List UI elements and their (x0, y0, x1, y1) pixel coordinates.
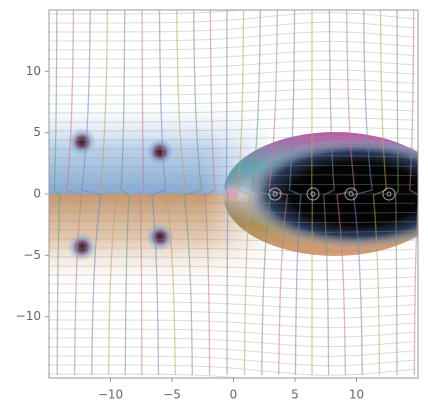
x-tick-label: −5 (163, 388, 181, 402)
x-tick-label: 10 (349, 388, 364, 402)
contour-line (49, 145, 416, 150)
contour-line (49, 328, 416, 338)
contour-line (49, 346, 416, 357)
singularity (68, 233, 96, 261)
contour-line (49, 136, 416, 141)
singularity (226, 188, 238, 200)
blob (227, 138, 418, 250)
contour-line (322, 10, 335, 375)
contour-line (49, 21, 416, 33)
contour-line (204, 10, 216, 375)
contour-line (49, 59, 416, 69)
contour-line (165, 10, 187, 376)
contour-line (53, 10, 61, 375)
contour-line (49, 274, 416, 281)
contour-line (372, 10, 388, 375)
contour-line (49, 337, 416, 348)
contour-line (49, 164, 415, 168)
contour-line (49, 220, 415, 224)
contour-line (49, 229, 416, 233)
y-tick-label: 10 (26, 64, 41, 78)
contour-line (49, 373, 415, 378)
singularity (146, 223, 174, 251)
singularity (146, 138, 174, 166)
contour-line (49, 174, 416, 177)
y-tick-label: 0 (33, 187, 41, 201)
contour-line (49, 155, 416, 159)
contour-line (49, 50, 416, 60)
x-tick-label: −10 (98, 388, 123, 402)
contour-line (336, 10, 356, 375)
y-tick-label: −10 (16, 309, 41, 323)
contour-line (288, 10, 302, 376)
x-tick-label: 5 (291, 388, 299, 402)
contour-line (49, 247, 416, 252)
contour-line (49, 98, 416, 105)
contour-line (49, 40, 416, 51)
contour-line (409, 10, 418, 376)
contour-line (139, 10, 145, 375)
contour-line (237, 10, 251, 375)
y-tick-label: 5 (33, 125, 41, 139)
contour-line (49, 265, 416, 271)
contour-line (49, 12, 416, 24)
contour-line (225, 10, 229, 375)
contour-line (49, 184, 415, 186)
zero-rings (268, 187, 396, 201)
contour-line (49, 107, 416, 114)
contour-line (268, 10, 289, 376)
contour-line (49, 10, 415, 15)
contour-line (99, 10, 118, 376)
contour-line (49, 117, 416, 123)
contour-line (352, 10, 373, 376)
contour-line (49, 355, 416, 367)
contour-line (49, 238, 416, 243)
contour-line (151, 10, 167, 376)
contour-line (80, 10, 102, 375)
contour-line (49, 202, 415, 204)
contour-line (49, 211, 416, 214)
x-tick-label: 0 (230, 388, 238, 402)
contour-line (49, 256, 416, 262)
contour-line (49, 69, 416, 78)
contour-line (120, 10, 130, 375)
y-tick-label: −5 (23, 248, 41, 262)
contour-line (394, 10, 399, 375)
contour-line (65, 10, 83, 375)
contour-line (251, 10, 272, 376)
contour-line (183, 10, 203, 375)
plot-area (49, 10, 418, 378)
contour-line (49, 79, 416, 87)
contour-line (49, 364, 416, 376)
contour-line (49, 88, 416, 96)
singularity (68, 128, 96, 156)
contour-line (49, 31, 416, 42)
contour-line (49, 126, 416, 132)
